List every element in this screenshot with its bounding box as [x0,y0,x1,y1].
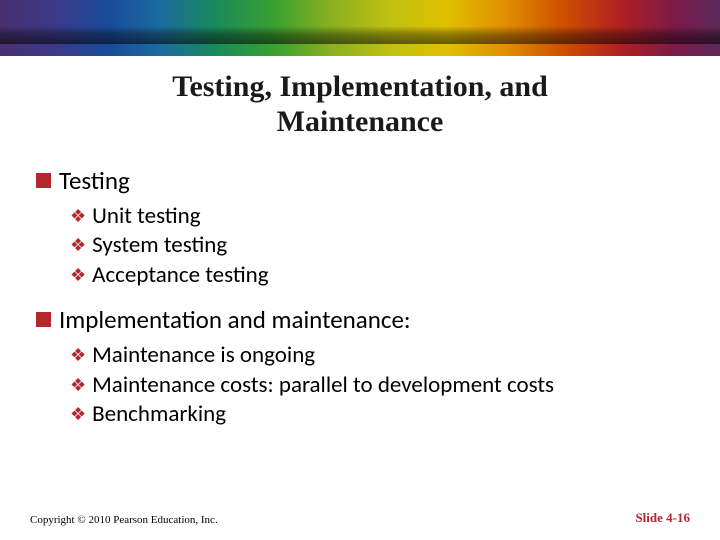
section-heading-text: Implementation and maintenance: [59,304,411,335]
top-rainbow-bar [0,0,720,56]
diamond-bullet-icon: ❖ [70,234,86,257]
diamond-bullet-icon: ❖ [70,403,86,426]
bullet-text: Unit testing [92,202,200,230]
diamond-bullet-icon: ❖ [70,344,86,367]
bullet-text: Acceptance testing [92,261,268,289]
bullet-text: Maintenance costs: parallel to developme… [92,371,554,399]
diamond-bullet-icon: ❖ [70,374,86,397]
slide-footer: Copyright © 2010 Pearson Education, Inc.… [30,510,690,526]
title-line-2: Maintenance [277,105,444,138]
diamond-bullet-icon: ❖ [70,264,86,287]
bullet-text: Maintenance is ongoing [92,341,315,369]
bullet-item: ❖ Benchmarking [30,400,690,429]
slide-title: Testing, Implementation, and Maintenance [0,70,720,139]
section-heading-text: Testing [59,165,130,196]
bullet-text: System testing [92,231,227,259]
square-bullet-icon [36,173,51,188]
bullet-item: ❖ Acceptance testing [30,261,690,290]
bullet-item: ❖ Maintenance costs: parallel to developm… [30,371,690,400]
copyright-text: Copyright © 2010 Pearson Education, Inc. [30,514,218,526]
bullet-item: ❖ System testing [30,231,690,260]
slide-number: Slide 4-16 [635,510,690,526]
section-heading: Implementation and maintenance: [30,304,690,335]
title-line-1: Testing, Implementation, and [172,70,548,103]
bullet-item: ❖ Maintenance is ongoing [30,341,690,370]
section-heading: Testing [30,165,690,196]
diamond-bullet-icon: ❖ [70,205,86,228]
bullet-item: ❖ Unit testing [30,202,690,231]
square-bullet-icon [36,312,51,327]
bullet-text: Benchmarking [92,400,226,428]
slide-content: Testing ❖ Unit testing ❖ System testing ❖ A… [0,139,720,430]
